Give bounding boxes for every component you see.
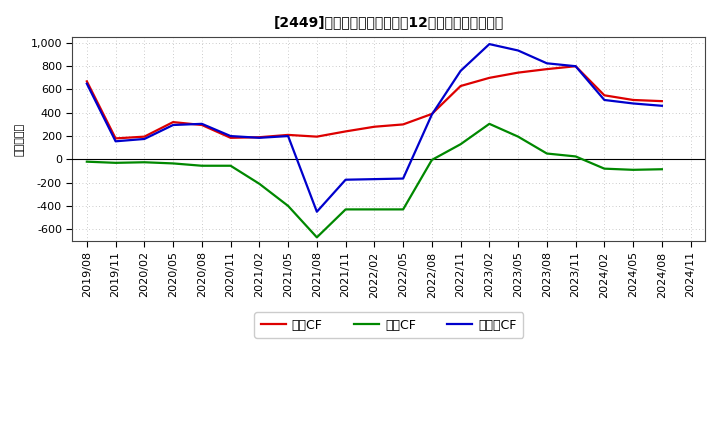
投資CF (341, 207, 350, 212)
投資CF (571, 154, 580, 159)
営業CF (83, 79, 91, 84)
フリーCF (341, 177, 350, 182)
フリーCF (485, 41, 494, 47)
投資CF (168, 161, 177, 166)
フリーCF (543, 61, 552, 66)
フリーCF (284, 133, 292, 139)
営業CF (226, 135, 235, 140)
フリーCF (514, 48, 523, 53)
営業CF (341, 129, 350, 134)
投資CF (600, 166, 608, 171)
営業CF (485, 75, 494, 81)
フリーCF (168, 122, 177, 128)
フリーCF (112, 139, 120, 144)
営業CF (514, 70, 523, 75)
投資CF (514, 134, 523, 139)
投資CF (399, 207, 408, 212)
営業CF (168, 119, 177, 125)
営業CF (428, 111, 436, 117)
営業CF (399, 122, 408, 127)
Line: 営業CF: 営業CF (87, 66, 662, 139)
投資CF (284, 203, 292, 209)
営業CF (255, 135, 264, 140)
営業CF (657, 99, 666, 104)
フリーCF (399, 176, 408, 181)
フリーCF (456, 68, 465, 73)
Line: フリーCF: フリーCF (87, 44, 662, 212)
Y-axis label: （百万円）: （百万円） (15, 122, 25, 155)
営業CF (370, 124, 379, 129)
営業CF (456, 83, 465, 88)
フリーCF (197, 121, 206, 126)
フリーCF (312, 209, 321, 214)
営業CF (197, 122, 206, 128)
投資CF (428, 157, 436, 162)
投資CF (255, 181, 264, 187)
Title: [2449]　キャッシュフローの12か月移動合計の推移: [2449] キャッシュフローの12か月移動合計の推移 (274, 15, 504, 29)
投資CF (312, 235, 321, 240)
フリーCF (226, 133, 235, 139)
投資CF (456, 142, 465, 147)
投資CF (140, 160, 148, 165)
投資CF (485, 121, 494, 126)
フリーCF (83, 81, 91, 86)
営業CF (140, 134, 148, 139)
フリーCF (428, 112, 436, 117)
フリーCF (629, 101, 637, 106)
フリーCF (657, 103, 666, 108)
投資CF (83, 159, 91, 164)
投資CF (657, 167, 666, 172)
投資CF (226, 163, 235, 169)
営業CF (284, 132, 292, 138)
投資CF (629, 167, 637, 172)
フリーCF (140, 136, 148, 142)
フリーCF (600, 97, 608, 103)
営業CF (600, 93, 608, 98)
営業CF (112, 136, 120, 141)
営業CF (543, 66, 552, 72)
営業CF (571, 63, 580, 69)
投資CF (197, 163, 206, 169)
投資CF (370, 207, 379, 212)
営業CF (629, 97, 637, 103)
投資CF (543, 151, 552, 156)
営業CF (312, 134, 321, 139)
フリーCF (571, 63, 580, 69)
Legend: 営業CF, 投資CF, フリーCF: 営業CF, 投資CF, フリーCF (254, 312, 523, 338)
投資CF (112, 160, 120, 165)
フリーCF (370, 176, 379, 182)
Line: 投資CF: 投資CF (87, 124, 662, 237)
フリーCF (255, 135, 264, 140)
